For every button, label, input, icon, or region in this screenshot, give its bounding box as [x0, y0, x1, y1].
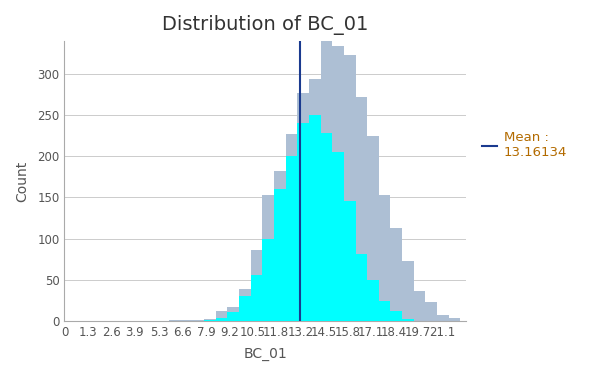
Bar [251, 250, 262, 321]
Bar [367, 136, 378, 321]
Bar [321, 133, 332, 321]
Y-axis label: Count: Count [15, 160, 29, 202]
Bar [204, 320, 216, 321]
Bar [390, 311, 402, 321]
Bar [355, 97, 367, 321]
Bar [437, 315, 448, 321]
Bar [448, 317, 460, 321]
Bar [402, 319, 414, 321]
X-axis label: BC_01: BC_01 [243, 347, 287, 361]
Bar [216, 311, 227, 321]
Bar [414, 291, 425, 321]
Bar [332, 46, 344, 321]
Bar [262, 195, 274, 321]
Bar [169, 320, 181, 321]
Bar [309, 79, 321, 321]
Bar [227, 312, 239, 321]
Bar [192, 320, 204, 321]
Bar [204, 319, 216, 321]
Bar [309, 115, 321, 321]
Bar [332, 152, 344, 321]
Bar [227, 307, 239, 321]
Bar [321, 38, 332, 321]
Bar [216, 317, 227, 321]
Bar [239, 289, 251, 321]
Bar [402, 261, 414, 321]
Bar [355, 254, 367, 321]
Bar [425, 302, 437, 321]
Bar [297, 123, 309, 321]
Bar [297, 93, 309, 321]
Bar [378, 301, 390, 321]
Legend: Mean :
13.16134: Mean : 13.16134 [476, 126, 573, 165]
Bar [344, 201, 355, 321]
Bar [285, 134, 297, 321]
Bar [378, 195, 390, 321]
Bar [181, 320, 192, 321]
Bar [274, 189, 285, 321]
Bar [390, 228, 402, 321]
Bar [239, 296, 251, 321]
Bar [274, 171, 285, 321]
Bar [285, 156, 297, 321]
Bar [367, 280, 378, 321]
Title: Distribution of BC_01: Distribution of BC_01 [162, 15, 368, 35]
Bar [344, 55, 355, 321]
Bar [251, 275, 262, 321]
Bar [262, 238, 274, 321]
